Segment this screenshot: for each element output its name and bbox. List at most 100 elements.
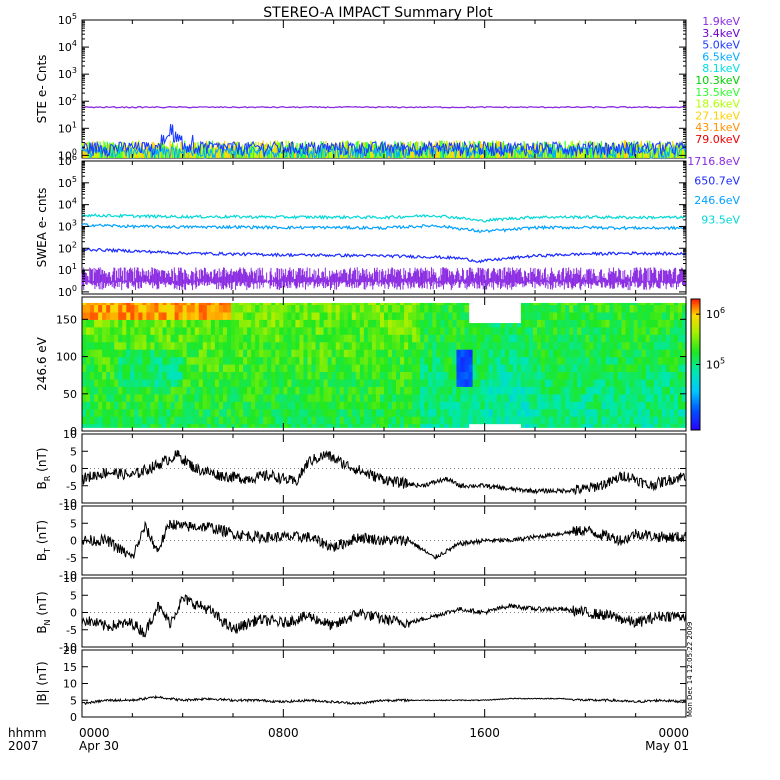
heatmap-cell	[424, 334, 429, 343]
heatmap-cell	[476, 378, 482, 387]
heatmap-cell	[182, 401, 188, 410]
heatmap-cell	[468, 323, 474, 328]
heatmap-cell	[408, 311, 413, 320]
heatmap-cell	[613, 386, 619, 395]
y-tick-label: 0	[70, 711, 77, 724]
heatmap-cell	[371, 378, 377, 387]
heatmap-cell	[335, 302, 341, 306]
heatmap-cell	[665, 386, 671, 395]
heatmap-cell	[287, 341, 292, 350]
heatmap-cell	[158, 334, 164, 343]
heatmap-cell	[549, 371, 554, 380]
heatmap-cell	[118, 326, 123, 335]
heatmap-cell	[82, 319, 87, 328]
heatmap-cell	[581, 356, 586, 365]
heatmap-cell	[154, 378, 160, 387]
heatmap-cell	[359, 386, 365, 395]
y-tick-label: 103	[58, 218, 77, 233]
heatmap-cell	[363, 364, 369, 373]
heatmap-cell	[263, 304, 268, 313]
heatmap-cell	[255, 334, 260, 343]
heatmap-cell	[625, 319, 631, 328]
heatmap-cell	[553, 334, 558, 343]
heatmap-cell	[388, 302, 393, 306]
heatmap-cell	[528, 371, 534, 380]
heatmap-cell	[142, 319, 148, 328]
heatmap-cell	[524, 334, 530, 343]
heatmap-cell	[339, 364, 345, 373]
y-tick-label: 106	[58, 153, 77, 168]
heatmap-cell	[541, 311, 546, 320]
heatmap-cell	[295, 401, 301, 410]
heatmap-cell	[641, 393, 647, 402]
colorbar-step	[691, 305, 700, 309]
heatmap-cell	[444, 386, 450, 395]
heatmap-cell	[541, 356, 546, 365]
heatmap-cell	[400, 311, 405, 320]
heatmap-cell	[637, 423, 643, 428]
heatmap-cell	[681, 408, 687, 417]
heatmap-column	[456, 302, 462, 428]
heatmap-cell	[331, 349, 337, 358]
heatmap-cell	[412, 326, 417, 335]
heatmap-column	[206, 302, 212, 428]
heatmap-cell	[557, 378, 562, 387]
heatmap-cell	[532, 386, 538, 395]
y-tick-label: 103	[58, 66, 77, 81]
heatmap-column	[585, 302, 590, 428]
heatmap-cell	[255, 341, 260, 350]
heatmap-cell	[432, 364, 437, 373]
heatmap-cell	[432, 408, 437, 417]
heatmap-cell	[218, 364, 224, 373]
heatmap-cell	[661, 408, 667, 417]
heatmap-cell	[432, 302, 437, 306]
heatmap-cell	[194, 319, 200, 328]
colorbar-step	[691, 401, 700, 405]
heatmap-cell	[98, 341, 103, 350]
heatmap-cell	[367, 408, 373, 417]
heatmap-cell	[537, 378, 542, 387]
heatmap-cell	[178, 371, 184, 380]
heatmap-cell	[319, 319, 325, 328]
heatmap-cell	[649, 302, 655, 306]
heatmap-column	[669, 302, 675, 428]
heatmap-cell	[247, 371, 252, 380]
heatmap-cell	[263, 356, 268, 365]
heatmap-cell	[178, 311, 184, 320]
heatmap-cell	[565, 334, 570, 343]
heatmap-cell	[303, 386, 309, 395]
heatmap-cell	[553, 423, 558, 428]
heatmap-cell	[460, 423, 466, 428]
heatmap-cell	[82, 341, 87, 350]
heatmap-cell	[162, 319, 168, 328]
heatmap-cell	[287, 393, 292, 402]
heatmap-cell	[605, 371, 611, 380]
heatmap-cell	[460, 341, 466, 350]
heatmap-cell	[343, 378, 349, 387]
heatmap-cell	[239, 302, 244, 306]
heatmap-column	[202, 302, 208, 428]
heatmap-cell	[327, 334, 333, 343]
heatmap-cell	[359, 334, 365, 343]
heatmap-cell	[545, 393, 550, 402]
heatmap-cell	[500, 408, 506, 417]
heatmap-cell	[251, 311, 256, 320]
heatmap-cell	[142, 356, 148, 365]
heatmap-cell	[516, 349, 522, 358]
heatmap-cell	[307, 401, 313, 410]
heatmap-column	[597, 302, 603, 428]
heatmap-cell	[134, 326, 139, 335]
heatmap-cell	[355, 302, 361, 306]
heatmap-cell	[259, 416, 264, 425]
heatmap-cell	[524, 408, 530, 417]
heatmap-cell	[255, 371, 260, 380]
heatmap-cell	[174, 334, 180, 343]
heatmap-cell	[226, 423, 232, 428]
heatmap-cell	[263, 319, 268, 328]
heatmap-cell	[162, 341, 168, 350]
y-tick-label: 0	[70, 463, 77, 476]
heatmap-cell	[343, 371, 349, 380]
heatmap-cell	[279, 378, 284, 387]
heatmap-cell	[452, 416, 458, 425]
heatmap-cell	[512, 323, 518, 328]
